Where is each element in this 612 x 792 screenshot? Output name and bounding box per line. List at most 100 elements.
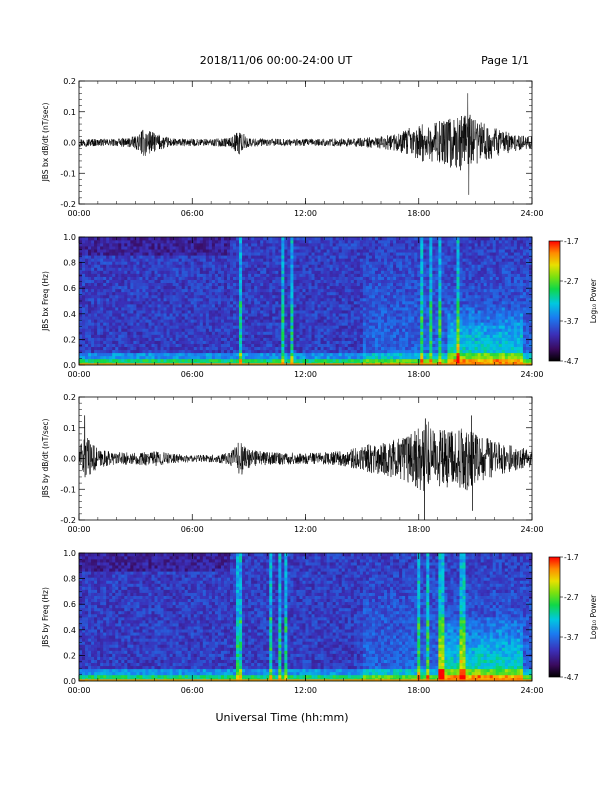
- spectrogram-cell: [332, 282, 336, 287]
- spectrogram-cell: [85, 319, 89, 323]
- spectrogram-cell: [338, 279, 343, 284]
- spectrogram-cell: [281, 291, 285, 296]
- spectrogram-cell: [396, 325, 400, 329]
- spectrogram-cell: [257, 301, 261, 305]
- spectrogram-cell: [278, 325, 282, 329]
- spectrogram-cell: [217, 331, 222, 335]
- spectrogram-cell: [248, 285, 252, 290]
- spectrogram-cell: [160, 337, 164, 341]
- spectrogram-cell: [278, 316, 282, 320]
- spectrogram-cell: [353, 304, 358, 308]
- spectrogram-cell: [374, 288, 379, 293]
- spectrogram-cell: [350, 276, 355, 280]
- spectrogram-cell: [190, 243, 195, 247]
- spectrogram-cell: [202, 340, 207, 344]
- spectrogram-cell: [251, 328, 255, 332]
- spectrogram-cell: [414, 328, 418, 332]
- spectrogram-cell: [317, 340, 321, 344]
- spectrogram-cell: [175, 267, 179, 271]
- spectrogram-cell: [335, 322, 340, 326]
- spectrogram-cell: [211, 337, 216, 341]
- spectrogram-cell: [405, 322, 409, 326]
- spectrogram-cell: [106, 288, 110, 293]
- spectrogram-cell: [302, 261, 306, 265]
- spectrogram-cell: [411, 252, 415, 256]
- spectrogram-cell: [217, 313, 222, 317]
- spectrogram-cell: [217, 307, 222, 311]
- spectrogram-cell: [205, 337, 210, 341]
- spectrogram-cell: [88, 301, 92, 305]
- spectrogram-cell: [184, 258, 189, 262]
- spectrogram-cell: [106, 279, 110, 284]
- spectrogram-cell: [411, 294, 415, 299]
- spectrogram-cell: [236, 279, 240, 284]
- spectrogram-cell: [311, 273, 315, 277]
- spectrogram-cell: [417, 313, 421, 317]
- spectrogram-cell: [251, 267, 255, 271]
- spectrogram-cell: [299, 276, 303, 280]
- spectrogram-cell: [377, 349, 382, 354]
- spectrogram-cell: [408, 310, 412, 314]
- spectrogram-cell: [160, 273, 164, 277]
- spectrogram-cell: [208, 261, 213, 265]
- spectrogram-cell: [329, 264, 333, 268]
- spectrogram-cell: [109, 294, 113, 299]
- spectrogram-cell: [308, 252, 312, 256]
- spectrogram-cell: [103, 267, 107, 271]
- spectrogram-cell: [109, 258, 113, 262]
- spectrogram-cell: [284, 343, 288, 348]
- spectrogram-cell: [112, 261, 116, 265]
- spectrogram-cell: [245, 340, 249, 344]
- spectrogram-cell: [344, 349, 349, 354]
- spectrogram-cell: [341, 325, 346, 329]
- spectrogram-cell: [163, 282, 167, 287]
- spectrogram-cell: [399, 355, 403, 360]
- spectrogram-cell: [314, 240, 318, 244]
- spectrogram-cell: [239, 316, 243, 320]
- spectrogram-cell: [226, 316, 231, 320]
- spectrogram-cell: [248, 304, 252, 308]
- spectrogram-cell: [257, 240, 261, 244]
- spectrogram-cell: [157, 282, 161, 287]
- spectrogram-cell: [335, 343, 340, 348]
- spectrogram-cell: [266, 346, 270, 351]
- spectrogram-cell: [130, 346, 134, 351]
- spectrogram-cell: [420, 304, 424, 308]
- spectrogram-cell: [163, 325, 167, 329]
- spectrogram-cell: [121, 285, 125, 290]
- x-tick-label: 18:00: [407, 209, 430, 218]
- spectrogram-cell: [242, 337, 246, 341]
- spectrogram-cell: [223, 313, 228, 317]
- spectrogram-cell: [169, 255, 173, 259]
- spectrogram-cell: [371, 349, 376, 354]
- spectrogram-cell: [293, 322, 297, 326]
- spectrogram-cell: [211, 282, 216, 287]
- spectrogram-cell: [205, 255, 210, 259]
- spectrogram-cell: [263, 270, 267, 274]
- spectrogram-cell: [423, 255, 427, 259]
- spectrogram-cell: [426, 282, 430, 287]
- spectrogram-cell: [287, 307, 291, 311]
- spectrogram-cell: [226, 243, 231, 247]
- spectrogram-cell: [184, 325, 189, 329]
- spectrogram-cell: [133, 340, 137, 344]
- spectrogram-cell: [420, 258, 424, 262]
- spectrogram-cell: [199, 337, 204, 341]
- spectrogram-cell: [269, 297, 273, 302]
- spectrogram-cell: [329, 255, 333, 259]
- spectrogram-cell: [420, 273, 424, 277]
- spectrogram-cell: [163, 237, 167, 241]
- spectrogram-cell: [196, 307, 201, 311]
- spectrogram-cell: [341, 279, 346, 284]
- spectrogram-cell: [411, 243, 415, 247]
- spectrogram-cell: [251, 282, 255, 287]
- spectrogram-cell: [142, 288, 146, 293]
- spectrogram-cell: [260, 346, 264, 351]
- spectrogram-cell: [100, 310, 104, 314]
- spectrogram-cell: [214, 276, 219, 280]
- spectrogram-cell: [184, 346, 189, 351]
- spectrogram-cell: [402, 301, 406, 305]
- spectrogram-cell: [208, 334, 213, 338]
- spectrogram-cell: [269, 288, 273, 293]
- spectrogram-cell: [371, 261, 376, 265]
